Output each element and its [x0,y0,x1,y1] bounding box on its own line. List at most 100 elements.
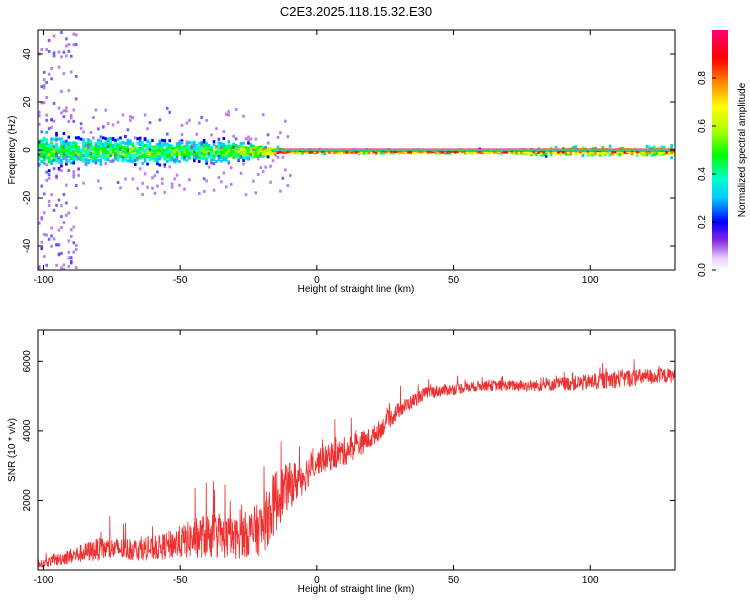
heatmap-cell [74,206,78,210]
heatmap-cell [633,146,637,150]
heatmap-cell [210,158,213,162]
heatmap-cell [94,158,98,162]
heatmap-cell [667,151,671,155]
heatmap-cell [138,154,142,158]
heatmap-cell [259,154,263,158]
heatmap-cell [79,126,83,130]
heatmap-cell [94,155,98,159]
heatmap-cell [658,152,661,156]
heatmap-cell [38,221,41,225]
heatmap-cell [74,33,78,37]
heatmap-cell [69,116,73,120]
heatmap-cell [180,123,184,127]
heatmap-cell [87,154,90,158]
heatmap-cell [40,130,44,134]
heatmap-cell [471,151,474,155]
heatmap-cell [180,147,184,151]
heatmap-cell [146,147,149,151]
heatmap-cell [111,144,115,148]
heatmap-cell [50,77,53,81]
heatmap-cell [392,151,395,155]
heatmap-cell [480,150,484,154]
heatmap-cell [82,149,85,153]
heatmap-cell [84,144,88,148]
heatmap-cell [217,147,221,151]
heatmap-cell [232,145,235,149]
heatmap-cell [490,151,494,155]
heatmap-cell [42,155,46,159]
heatmap-cell [60,145,63,149]
heatmap-cell [97,127,100,131]
heatmap-cell [473,151,477,155]
heatmap-cell [562,150,565,154]
x-tick-label: 0 [314,575,320,586]
heatmap-cell [244,156,248,160]
heatmap-cell [40,144,44,148]
heatmap-cell [232,142,235,146]
heatmap-cell [613,150,617,154]
heatmap-cell [57,147,61,151]
heatmap-cell [170,156,174,160]
heatmap-cell [175,151,179,155]
heatmap-cell [256,157,260,161]
heatmap-cell [50,159,53,163]
heatmap-cell [121,156,125,160]
heatmap-cell [89,158,93,162]
heatmap-cell [628,151,632,155]
colorbar-tick-label: 0.8 [697,71,708,85]
heatmap-cell [638,150,641,154]
heatmap-cell [38,143,41,147]
heatmap-cell [215,150,218,154]
heatmap-cell [229,182,233,186]
heatmap-cell [185,145,189,149]
heatmap-cell [335,150,339,154]
heatmap-cell [114,153,117,157]
heatmap-cell [106,145,110,149]
heatmap-cell [67,89,71,93]
heatmap-cell [535,152,538,156]
heatmap-cell [205,142,208,146]
heatmap-cell [47,156,51,160]
heatmap-cell [131,142,135,146]
heatmap-cell [101,136,105,140]
heatmap-cell [45,146,48,150]
heatmap-cell [256,151,260,155]
heatmap-cell [106,151,110,155]
heatmap-cell [133,136,137,140]
heatmap-cell [87,138,90,142]
heatmap-cell [284,119,287,123]
x-tick-label: 100 [582,275,599,286]
heatmap-cell [220,141,223,145]
heatmap-cell [45,96,48,100]
heatmap-cell [129,154,132,158]
heatmap-cell [52,156,56,160]
heatmap-cell [197,145,201,149]
heatmap-cell [111,137,115,141]
heatmap-cell [200,148,203,152]
heatmap-cell [87,146,90,150]
heatmap-cell [202,139,206,143]
heatmap-cell [158,152,162,156]
heatmap-cell [89,152,93,156]
heatmap-cell [239,150,243,154]
heatmap-cell [38,122,41,126]
heatmap-cell [515,150,518,154]
heatmap-cell [42,211,46,215]
heatmap-cell [594,150,597,154]
heatmap-cell [266,155,270,159]
heatmap-cell [72,149,76,153]
heatmap-cell [446,150,450,154]
heatmap-cell [247,139,250,143]
heatmap-cell [239,154,243,158]
heatmap-cell [168,144,172,148]
heatmap-cell [232,152,235,156]
heatmap-cell [55,131,58,135]
heatmap-cell [200,151,203,155]
heatmap-cell [141,154,144,158]
heatmap-cell [153,145,157,149]
heatmap-cell [340,151,344,155]
heatmap-cell [57,161,61,165]
heatmap-cell [234,152,238,156]
heatmap-cell [55,133,58,137]
heatmap-cell [99,162,103,166]
